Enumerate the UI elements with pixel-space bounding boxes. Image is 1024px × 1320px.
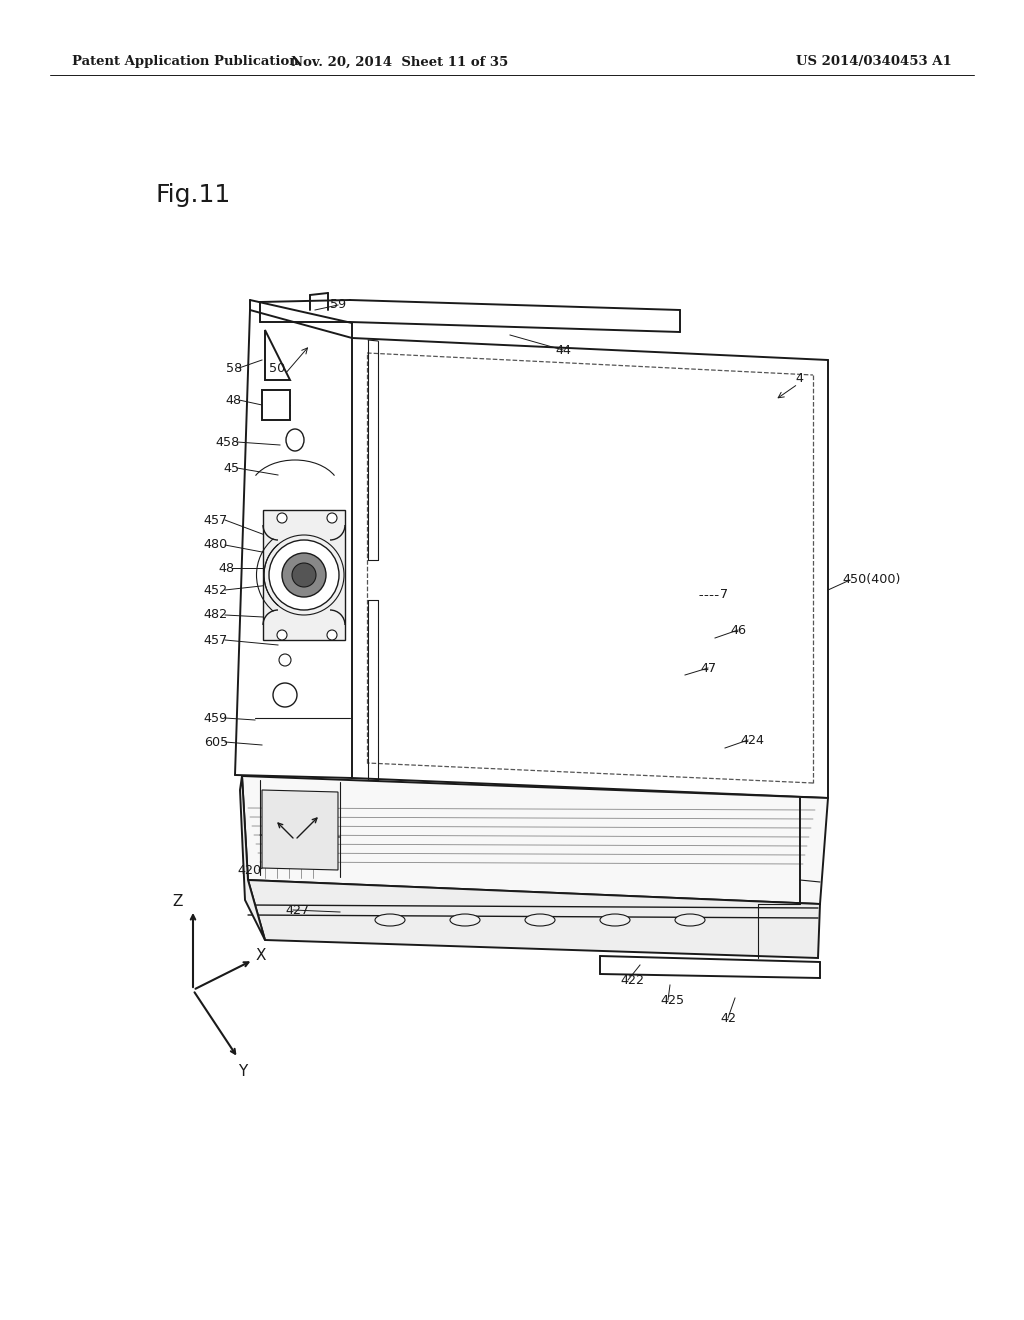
Text: Fig.11: Fig.11 [155, 183, 230, 207]
Text: 450(400): 450(400) [842, 573, 900, 586]
Text: 7: 7 [720, 589, 728, 602]
Polygon shape [265, 330, 290, 380]
Circle shape [278, 630, 287, 640]
Text: Patent Application Publication: Patent Application Publication [72, 55, 299, 69]
Text: 452: 452 [204, 583, 228, 597]
Text: 47: 47 [700, 661, 716, 675]
Polygon shape [263, 510, 345, 640]
Text: 58: 58 [225, 362, 242, 375]
Text: 45: 45 [224, 462, 240, 474]
Polygon shape [262, 389, 290, 420]
Text: 4: 4 [795, 371, 803, 384]
Text: 50: 50 [268, 362, 285, 375]
Text: 424: 424 [740, 734, 764, 747]
Text: 59: 59 [330, 298, 346, 312]
Text: 44: 44 [555, 343, 571, 356]
Polygon shape [240, 776, 265, 940]
Ellipse shape [375, 913, 406, 927]
Text: 420: 420 [238, 863, 262, 876]
Circle shape [292, 564, 316, 587]
Text: Nov. 20, 2014  Sheet 11 of 35: Nov. 20, 2014 Sheet 11 of 35 [292, 55, 509, 69]
Circle shape [278, 513, 287, 523]
Text: 482: 482 [204, 609, 228, 622]
Text: 480: 480 [204, 539, 228, 552]
Circle shape [327, 513, 337, 523]
Circle shape [327, 630, 337, 640]
Text: Y: Y [239, 1064, 248, 1080]
Ellipse shape [286, 429, 304, 451]
Text: 458: 458 [216, 436, 240, 449]
Circle shape [282, 553, 326, 597]
Text: 48: 48 [226, 393, 242, 407]
Text: 48: 48 [219, 561, 234, 574]
Ellipse shape [525, 913, 555, 927]
Text: 605: 605 [204, 735, 228, 748]
Circle shape [269, 540, 339, 610]
Text: 425: 425 [660, 994, 684, 1006]
Text: Z: Z [173, 895, 183, 909]
Ellipse shape [450, 913, 480, 927]
Text: X: X [256, 948, 266, 962]
Ellipse shape [675, 913, 705, 927]
Circle shape [273, 682, 297, 708]
Ellipse shape [600, 913, 630, 927]
Text: 42: 42 [720, 1011, 736, 1024]
Polygon shape [242, 776, 828, 904]
Text: 457: 457 [204, 634, 228, 647]
Circle shape [279, 653, 291, 667]
Text: US 2014/0340453 A1: US 2014/0340453 A1 [797, 55, 952, 69]
Text: 422: 422 [620, 974, 644, 986]
Text: 459: 459 [204, 711, 228, 725]
Text: 427: 427 [285, 903, 309, 916]
Text: 457: 457 [204, 513, 228, 527]
Text: 46: 46 [730, 623, 746, 636]
Polygon shape [248, 880, 820, 958]
Polygon shape [262, 789, 338, 870]
